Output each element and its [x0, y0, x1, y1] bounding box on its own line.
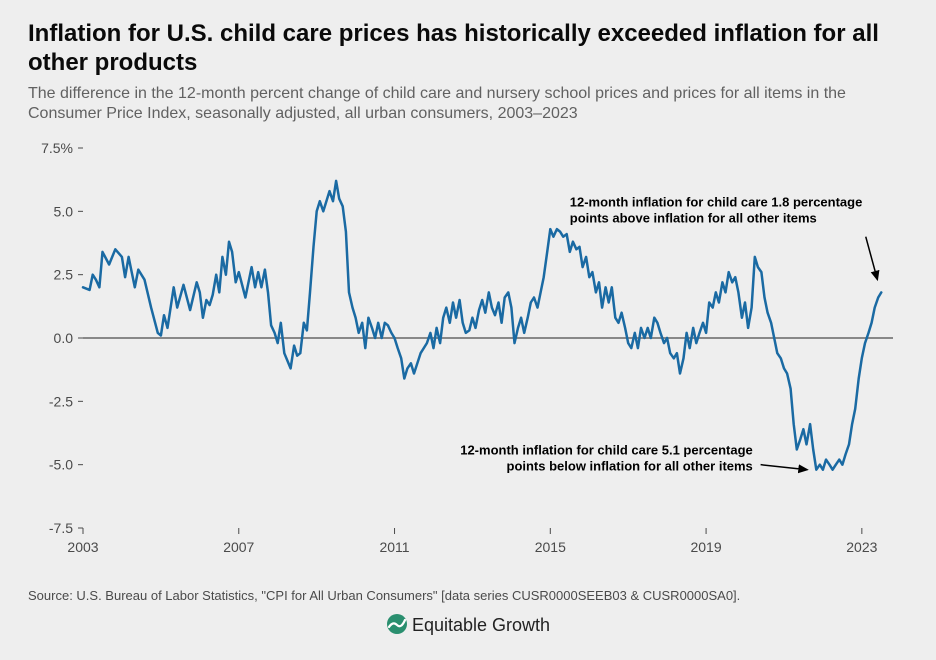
svg-text:-7.5: -7.5 [49, 520, 73, 536]
brand-logo-icon [386, 613, 408, 635]
svg-text:2015: 2015 [535, 539, 566, 555]
line-chart-svg: -7.5 -5.0 -2.5 0.0 2.5 5.0 7.5% 2003 2007 2011 201… [28, 138, 908, 568]
brand-name: Equitable Growth [412, 615, 550, 635]
svg-text:7.5%: 7.5% [41, 140, 73, 156]
svg-text:12-month inflation for child c: 12-month inflation for child care 5.1 pe… [460, 442, 753, 473]
svg-text:5.0: 5.0 [54, 203, 74, 219]
chart-source: Source: U.S. Bureau of Labor Statistics,… [28, 588, 908, 603]
svg-text:2007: 2007 [223, 539, 254, 555]
chart-subtitle: The difference in the 12-month percent c… [28, 84, 908, 124]
brand-attribution: Equitable Growth [28, 613, 908, 636]
svg-text:0.0: 0.0 [54, 330, 74, 346]
svg-text:12-month inflation for child c: 12-month inflation for child care 1.8 pe… [570, 194, 863, 225]
chart-title: Inflation for U.S. child care prices has… [28, 20, 908, 78]
chart-plot-area: -7.5 -5.0 -2.5 0.0 2.5 5.0 7.5% 2003 2007 2011 201… [28, 138, 908, 568]
svg-text:2.5: 2.5 [54, 266, 74, 282]
svg-text:2011: 2011 [379, 539, 409, 555]
svg-text:2003: 2003 [67, 539, 98, 555]
svg-text:2019: 2019 [690, 539, 721, 555]
svg-text:2023: 2023 [846, 539, 877, 555]
chart-figure: Inflation for U.S. child care prices has… [0, 0, 936, 660]
svg-text:-2.5: -2.5 [49, 393, 73, 409]
svg-text:-5.0: -5.0 [49, 456, 73, 472]
